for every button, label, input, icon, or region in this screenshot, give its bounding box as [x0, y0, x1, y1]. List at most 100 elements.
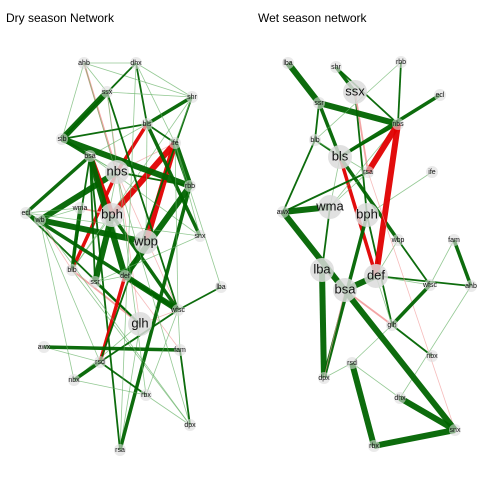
wet-node-fam	[448, 234, 460, 246]
dry-node-label: nbx	[68, 377, 80, 384]
wet-node-label: rbx	[369, 443, 379, 450]
network-edge	[351, 324, 393, 364]
network-edge	[135, 62, 148, 125]
wet-node-label: nbx	[426, 353, 438, 360]
dry-node-label: bph	[101, 206, 123, 221]
network-edge	[99, 309, 179, 363]
network-edge	[83, 62, 108, 93]
dry-node-label: ife	[171, 140, 179, 147]
wet-node-label: rsa	[363, 169, 373, 176]
network-edge	[367, 171, 456, 431]
dry-node-label: rsa	[115, 447, 125, 454]
network-edge	[285, 61, 322, 105]
wet-node-label: ife	[428, 169, 436, 176]
network-edge	[39, 219, 191, 426]
dry-node-wma	[74, 202, 86, 214]
wet-node-label: ahb	[465, 283, 477, 290]
wet-node-rbb	[395, 56, 407, 68]
network-edge	[25, 211, 179, 312]
network-edge	[390, 283, 432, 327]
dry-season-title: Dry season Network	[6, 11, 115, 25]
network-edge	[118, 185, 192, 451]
wet-node-label: lba	[313, 261, 331, 276]
network-edge	[319, 269, 327, 379]
network-edge	[452, 239, 473, 287]
network-edge	[39, 219, 101, 363]
dry-node-ecl	[20, 207, 32, 219]
dry-node-nbx	[68, 374, 80, 386]
dry-node-ssx	[101, 86, 113, 98]
network-edge	[43, 345, 181, 352]
wet-node-dpx	[318, 372, 330, 384]
network-edge	[145, 309, 179, 396]
network-edge	[174, 142, 179, 311]
wet-node-bsa	[333, 278, 357, 302]
network-edge	[282, 171, 369, 213]
network-edge	[280, 210, 458, 432]
dry-node-label: lba	[216, 284, 225, 291]
dry-node-rsa	[114, 444, 126, 456]
wet-node-lba	[310, 258, 334, 282]
wet-node-label: wma	[315, 198, 344, 213]
network-edge	[25, 207, 81, 214]
network-edge	[282, 139, 316, 213]
wet-node-ssx	[343, 80, 367, 104]
wet-node-def	[364, 264, 388, 288]
network-edge	[397, 61, 402, 125]
network-edge	[145, 123, 148, 243]
dry-node-wbp	[134, 230, 158, 254]
wet-node-label: rbb	[396, 59, 406, 66]
dry-node-label: shr	[187, 94, 197, 101]
network-edge	[323, 289, 346, 379]
network-edge	[373, 427, 456, 449]
dry-node-dhx	[130, 57, 142, 69]
network-edge	[177, 286, 222, 311]
network-edge	[429, 239, 455, 286]
wet-node-label: ssr	[314, 100, 324, 107]
network-edge	[38, 169, 119, 223]
wet-season-edges	[280, 61, 473, 449]
wet-node-wbp	[392, 234, 404, 246]
wet-node-awx	[277, 206, 289, 218]
network-edge	[89, 155, 96, 283]
dry-node-label: blb	[67, 267, 76, 274]
dry-season-edges	[24, 62, 222, 451]
dry-node-nbs	[105, 160, 129, 184]
dry-node-label: rbx	[141, 392, 151, 399]
wet-node-bph	[355, 203, 379, 227]
dry-node-def	[119, 270, 131, 282]
wet-node-label: shr	[331, 64, 341, 71]
dry-node-label: wma	[72, 205, 88, 212]
wet-node-nbx	[426, 350, 438, 362]
wet-node-label: dpx	[318, 375, 330, 382]
wet-node-label: lba	[283, 60, 292, 67]
network-edge	[174, 142, 222, 288]
network-edge	[177, 309, 181, 351]
network-edge	[106, 91, 147, 396]
network-edge	[179, 349, 191, 426]
network-edge	[119, 323, 141, 451]
wet-node-label: blb	[310, 137, 319, 144]
network-edge	[110, 214, 180, 311]
network-edge	[106, 91, 179, 311]
wet-node-label: bph	[356, 206, 378, 221]
dry-node-bph	[100, 203, 124, 227]
wet-node-ecl	[434, 89, 446, 101]
wet-node-wfsc	[424, 279, 436, 291]
dry-node-label: snx	[195, 233, 206, 240]
wet-node-ahb	[465, 280, 477, 292]
dry-node-label: ssx	[102, 89, 113, 96]
network-edge	[94, 235, 201, 283]
network-edge	[335, 66, 399, 125]
network-edge	[146, 95, 193, 126]
network-edge	[124, 275, 181, 351]
dry-node-ife	[169, 137, 181, 149]
dry-node-awx	[38, 341, 50, 353]
dry-node-label: ssr	[90, 279, 100, 286]
wet-node-dhx	[394, 392, 406, 404]
dry-node-label: dhx	[130, 60, 142, 67]
dry-node-ahb	[78, 57, 90, 69]
network-edge	[70, 207, 82, 271]
